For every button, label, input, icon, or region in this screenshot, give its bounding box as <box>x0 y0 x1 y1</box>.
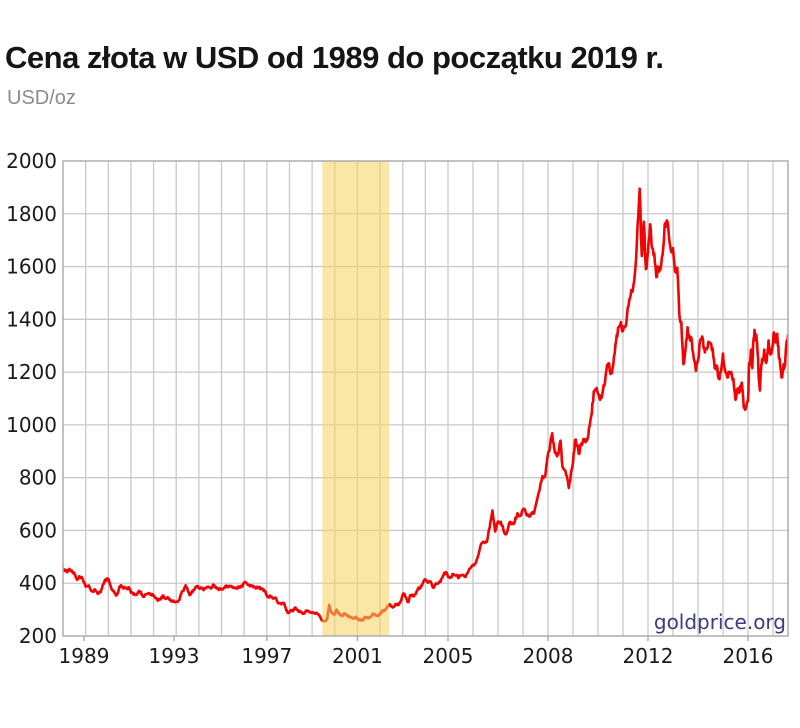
y-tick-label: 200 <box>19 624 57 648</box>
x-tick-label: 2012 <box>623 644 674 668</box>
y-tick-label: 1400 <box>6 307 57 331</box>
page-title: Cena złota w USD od 1989 do początku 201… <box>5 40 664 75</box>
y-tick-label: 2000 <box>6 149 57 173</box>
y-tick-label: 600 <box>19 518 57 542</box>
goldprice-watermark: goldprice.org <box>654 610 786 634</box>
x-tick-label: 2016 <box>723 644 774 668</box>
gold-price-line <box>63 187 788 623</box>
highlight-band-1999-2002 <box>322 161 390 636</box>
y-tick-label: 1200 <box>6 360 57 384</box>
x-tick-label: 2005 <box>423 644 474 668</box>
chart-subtitle: USD/oz <box>7 87 76 109</box>
x-tick-label: 1989 <box>59 644 110 668</box>
x-tick-label: 1993 <box>149 644 200 668</box>
y-tick-label: 400 <box>19 571 57 595</box>
x-tick-label: 1997 <box>241 644 292 668</box>
plot-border <box>62 160 789 637</box>
y-tick-label: 1600 <box>6 255 57 279</box>
y-tick-label: 1800 <box>6 202 57 226</box>
x-tick-label: 2008 <box>523 644 574 668</box>
y-tick-label: 800 <box>19 466 57 490</box>
x-tick-label: 2001 <box>332 644 383 668</box>
y-tick-label: 1000 <box>6 413 57 437</box>
